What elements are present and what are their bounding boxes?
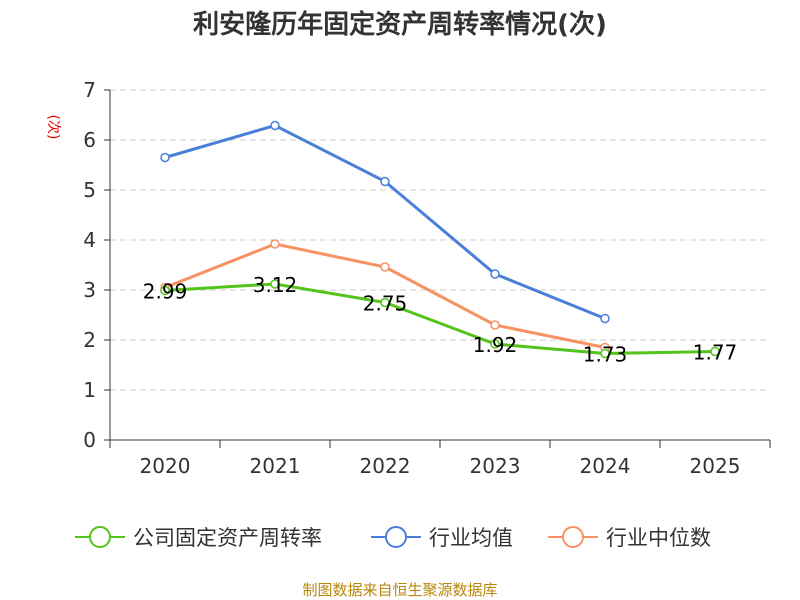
data-point-0-5[interactable] <box>710 346 720 357</box>
legend-marker-2 <box>562 526 584 548</box>
data-point-0-3[interactable] <box>490 339 500 349</box>
data-label-2020: 2.99 <box>143 280 188 304</box>
data-point-1-0[interactable] <box>160 152 170 163</box>
x-tick-label-2020: 2020 <box>140 454 191 478</box>
source-note: 制图数据来自恒生聚源数据库 <box>302 581 497 599</box>
x-tick-label-2021: 2021 <box>250 454 301 478</box>
legend-item-0[interactable]: 公司固定资产周转率 <box>75 526 322 550</box>
data-point-2-2[interactable] <box>380 262 390 272</box>
legend-item-2[interactable]: 行业中位数 <box>548 526 711 550</box>
data-point-1-3[interactable] <box>490 269 500 279</box>
legend-label-2: 行业中位数 <box>606 526 711 550</box>
axes: 0 1 2 3 4 5 6 7 2020 2021 2022 2023 2024 2025 <box>83 78 771 478</box>
data-point-0-0[interactable] <box>160 285 170 296</box>
data-point-1-1[interactable] <box>270 120 280 131</box>
legend[interactable]: 公司固定资产周转率 行业均值 行业中位数 <box>75 526 711 550</box>
x-tick-label-2024: 2024 <box>580 454 631 478</box>
y-axis-label: (次) <box>45 115 61 140</box>
data-point-2-3[interactable] <box>490 320 500 330</box>
series-2 <box>160 239 610 353</box>
data-point-1-4[interactable] <box>600 313 610 324</box>
series-line-0 <box>164 282 716 355</box>
legend-item-1[interactable]: 行业均值 <box>371 526 513 550</box>
data-label-2022: 2.75 <box>363 292 408 316</box>
x-tick-label-2025: 2025 <box>690 454 741 478</box>
y-tick-label-7: 7 <box>83 78 96 102</box>
x-tick-label-2022: 2022 <box>360 454 411 478</box>
y-tick-label-5: 5 <box>83 178 96 202</box>
y-tick-label-3: 3 <box>83 278 96 302</box>
data-label-2024: 1.73 <box>583 343 628 367</box>
legend-marker-0 <box>89 526 111 548</box>
data-label-2021: 3.12 <box>253 273 298 297</box>
data-label-2023: 1.92 <box>473 333 518 357</box>
grid <box>110 89 770 391</box>
chart-title: 利安隆历年固定资产周转率情况(次) <box>193 9 607 40</box>
data-label-2025: 1.77 <box>693 341 738 365</box>
y-tick-label-0: 0 <box>83 428 96 452</box>
y-tick-label-2: 2 <box>83 328 96 352</box>
x-tick-label-2023: 2023 <box>470 454 521 478</box>
series-0 <box>160 279 720 359</box>
legend-label-0: 公司固定资产周转率 <box>133 526 322 550</box>
data-point-2-1[interactable] <box>270 239 280 249</box>
y-tick-label-1: 1 <box>83 378 96 402</box>
y-tick-label-4: 4 <box>83 228 96 252</box>
legend-marker-1 <box>385 526 407 548</box>
series-1 <box>160 120 610 324</box>
data-point-1-2[interactable] <box>380 176 390 187</box>
data-point-0-2[interactable] <box>380 297 390 308</box>
data-point-0-4[interactable] <box>600 348 610 359</box>
legend-label-1: 行业均值 <box>429 526 513 550</box>
data-labels: 2.99 3.12 2.75 1.92 1.73 1.77 <box>143 273 738 367</box>
data-point-0-1[interactable] <box>270 279 280 289</box>
series-group <box>160 120 720 359</box>
y-tick-label-6: 6 <box>83 128 96 152</box>
